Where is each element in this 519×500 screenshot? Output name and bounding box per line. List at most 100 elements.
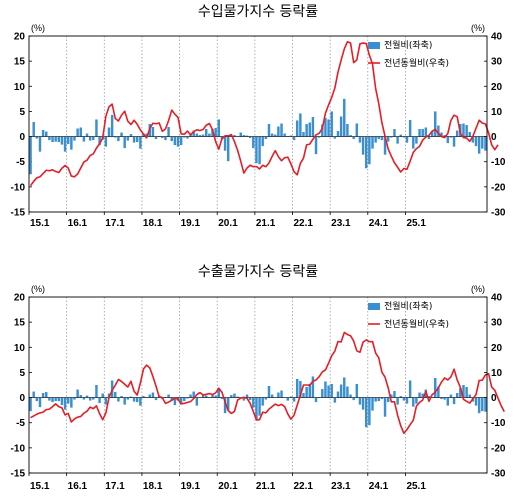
bar bbox=[443, 397, 446, 400]
bar bbox=[289, 396, 293, 398]
bar bbox=[223, 397, 227, 414]
bar bbox=[399, 134, 402, 137]
bar bbox=[308, 383, 311, 398]
left-axis-unit: (%) bbox=[31, 23, 45, 33]
bar bbox=[139, 397, 142, 406]
bar bbox=[220, 397, 224, 400]
bar bbox=[95, 119, 98, 137]
bar bbox=[437, 125, 440, 137]
bar bbox=[189, 394, 192, 398]
bar bbox=[54, 397, 57, 402]
right-tick-label: 10 bbox=[491, 107, 503, 118]
bar bbox=[368, 136, 371, 165]
bar bbox=[452, 136, 456, 147]
right-tick-label: -30 bbox=[491, 469, 506, 480]
bar bbox=[449, 394, 453, 398]
left-tick-label: 20 bbox=[14, 32, 26, 43]
left-tick-label: -10 bbox=[11, 182, 26, 193]
bar bbox=[346, 386, 349, 398]
bar bbox=[393, 391, 396, 398]
bar bbox=[195, 133, 199, 137]
x-tick-label: 21.1 bbox=[256, 218, 276, 229]
bar bbox=[324, 117, 327, 137]
legend: 전월비(좌축) 전년동월비(우축) bbox=[368, 300, 449, 330]
bar bbox=[38, 397, 42, 408]
x-tick-label: 19.1 bbox=[181, 218, 201, 229]
bar bbox=[396, 397, 399, 405]
bar bbox=[245, 394, 249, 398]
bar bbox=[427, 136, 431, 140]
x-tick-label: 20.1 bbox=[218, 218, 238, 229]
bar bbox=[129, 134, 133, 137]
bar bbox=[462, 385, 465, 398]
bar bbox=[258, 136, 261, 165]
bar bbox=[484, 136, 487, 151]
bar bbox=[173, 136, 177, 146]
bar bbox=[339, 116, 343, 137]
x-tick-label: 22.1 bbox=[294, 218, 314, 229]
bar bbox=[48, 136, 51, 141]
bar bbox=[311, 116, 315, 137]
bar bbox=[48, 397, 51, 401]
bar bbox=[51, 136, 54, 143]
bar bbox=[142, 396, 145, 398]
bar bbox=[455, 130, 459, 137]
bar bbox=[336, 391, 340, 398]
bar bbox=[468, 132, 471, 137]
left-tick-label: 10 bbox=[14, 82, 26, 93]
bar bbox=[233, 135, 236, 137]
bar bbox=[123, 136, 126, 149]
bar bbox=[45, 392, 48, 398]
x-tick-label: 19.1 bbox=[181, 481, 201, 492]
bar bbox=[352, 136, 355, 140]
bar bbox=[484, 397, 487, 412]
bar bbox=[270, 394, 274, 398]
left-tick-label: -10 bbox=[11, 443, 26, 454]
bar bbox=[29, 397, 32, 412]
bar bbox=[415, 136, 418, 144]
bar bbox=[195, 397, 199, 406]
chart-title: 수출물가지수 등락률 bbox=[198, 264, 318, 280]
bar bbox=[465, 387, 468, 398]
bar bbox=[402, 397, 406, 401]
bar bbox=[95, 385, 98, 398]
bar bbox=[76, 389, 79, 398]
bar bbox=[408, 119, 412, 137]
bar bbox=[289, 135, 293, 137]
bar bbox=[283, 133, 286, 137]
bar bbox=[412, 397, 415, 407]
bar bbox=[101, 393, 104, 398]
bar bbox=[198, 135, 202, 137]
bar bbox=[474, 397, 478, 406]
bar bbox=[358, 397, 362, 405]
bar bbox=[230, 395, 233, 398]
bar bbox=[292, 397, 296, 402]
bar bbox=[418, 392, 421, 398]
x-tick-label: 24.1 bbox=[369, 481, 389, 492]
bar bbox=[446, 397, 450, 406]
bar bbox=[343, 98, 346, 137]
right-tick-label: 0 bbox=[491, 132, 497, 143]
left-tick-label: 0 bbox=[19, 393, 25, 404]
bar bbox=[380, 397, 384, 400]
right-tick-label: 10 bbox=[491, 368, 503, 379]
bar bbox=[399, 396, 402, 398]
bar bbox=[264, 397, 268, 400]
bar bbox=[330, 111, 333, 137]
left-axis-unit: (%) bbox=[31, 284, 45, 294]
right-tick-label: -20 bbox=[491, 182, 506, 193]
bar bbox=[32, 121, 35, 137]
bar bbox=[277, 392, 280, 398]
bar bbox=[380, 136, 384, 141]
bar bbox=[54, 136, 57, 142]
bar bbox=[311, 376, 315, 398]
bar bbox=[79, 395, 82, 398]
bar bbox=[208, 133, 211, 137]
bar bbox=[277, 126, 280, 137]
bar bbox=[465, 125, 468, 137]
bar bbox=[261, 136, 264, 147]
bar bbox=[60, 136, 64, 145]
bar bbox=[361, 397, 365, 410]
bar bbox=[41, 130, 45, 137]
